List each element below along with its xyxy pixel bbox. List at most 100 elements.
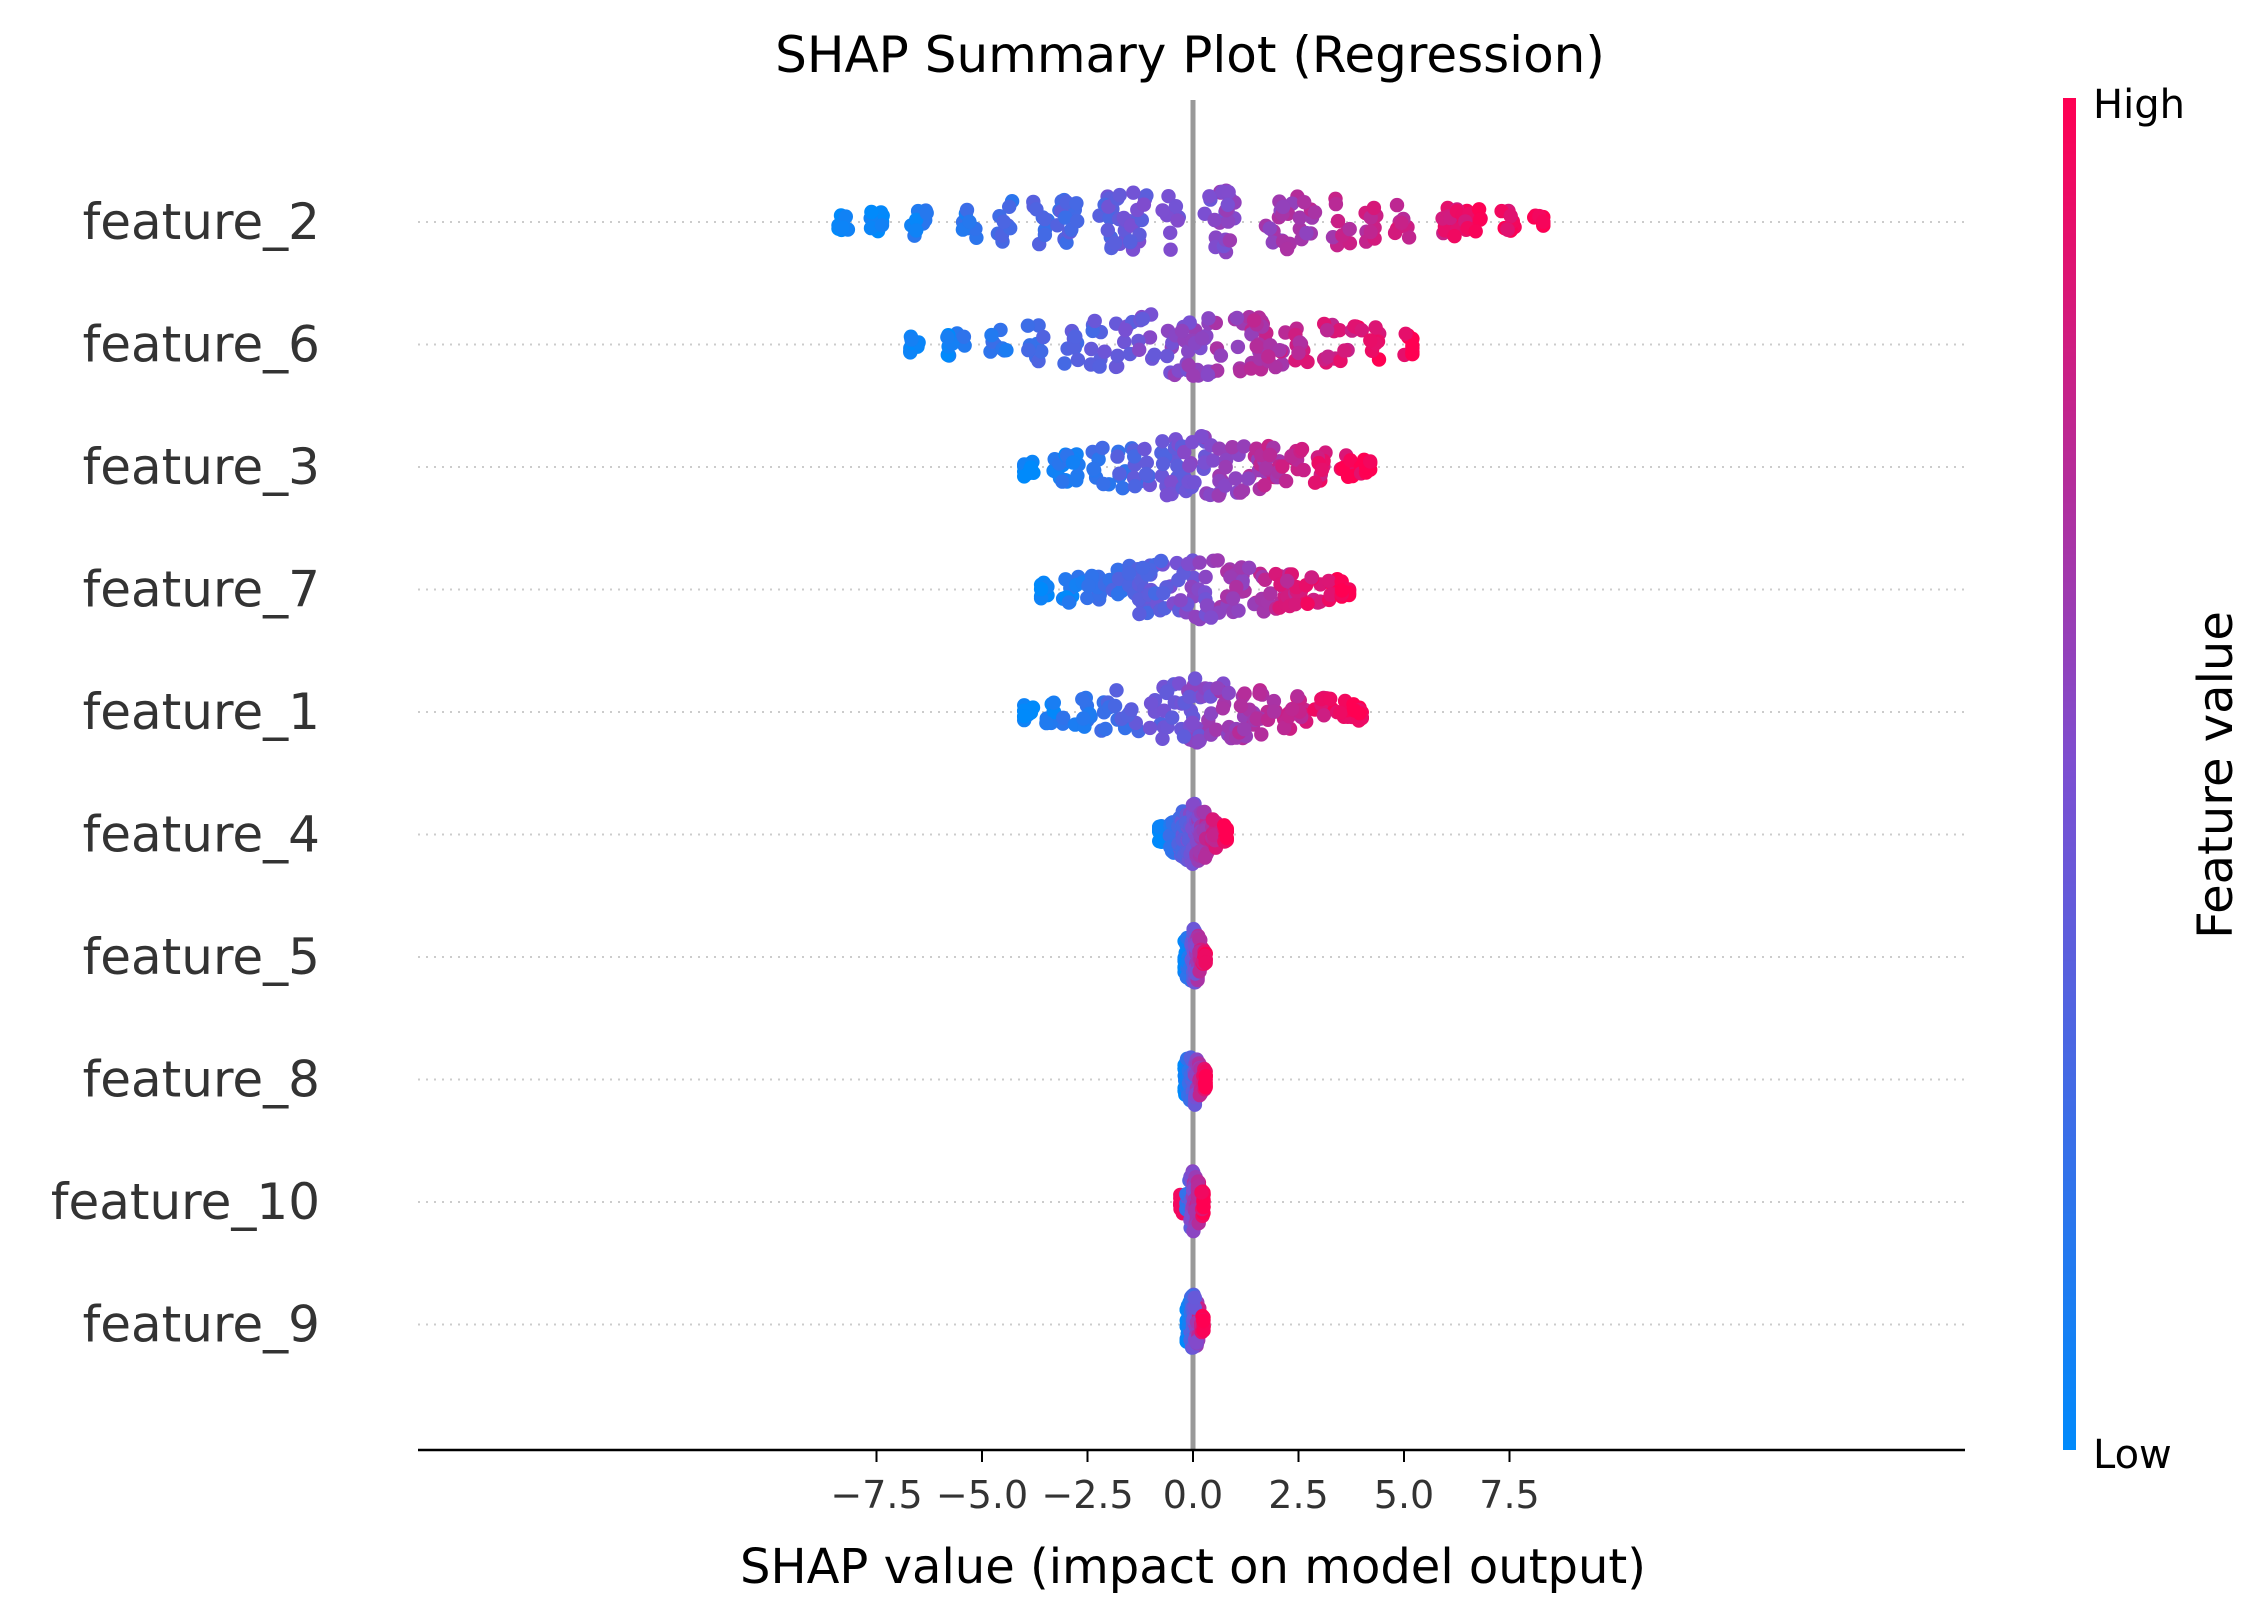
shap-point — [1332, 323, 1347, 338]
shap-point — [1037, 227, 1053, 243]
shap-point — [1363, 224, 1378, 240]
shap-point — [999, 343, 1014, 358]
shap-point — [1176, 729, 1192, 744]
shap-point — [1343, 453, 1358, 468]
shap-point — [1070, 213, 1085, 229]
shap-point — [1100, 223, 1116, 238]
shap-point — [1257, 572, 1273, 587]
shap-point — [1110, 348, 1125, 363]
shap-point — [1159, 488, 1175, 503]
shap-point — [1152, 819, 1167, 834]
shap-point — [1279, 241, 1295, 257]
shap-point — [1068, 329, 1083, 344]
chart-title: SHAP Summary Plot (Regression) — [775, 26, 1605, 84]
shap-point — [1230, 339, 1246, 355]
shap-point — [919, 205, 934, 221]
shap-point — [1503, 208, 1518, 224]
shap-point — [1058, 210, 1073, 225]
shap-point — [1231, 603, 1246, 618]
x-tick-label: −5.0 — [936, 1473, 1028, 1517]
shap-point — [1086, 461, 1101, 477]
shap-point — [1401, 230, 1417, 245]
shap-point — [1021, 342, 1036, 358]
shap-point — [1237, 722, 1252, 737]
shap-point — [1205, 812, 1221, 827]
shap-point — [1316, 708, 1332, 723]
shap-point — [1201, 311, 1216, 326]
shap-point — [1187, 475, 1202, 490]
shap-point — [1127, 449, 1142, 464]
shap-point — [1034, 344, 1049, 359]
shap-point — [1394, 215, 1409, 231]
shap-point — [1065, 455, 1081, 470]
shap-point — [1235, 483, 1251, 498]
shap-point — [1194, 1185, 1209, 1200]
shap-point — [1069, 196, 1084, 211]
shap-point — [1352, 706, 1367, 721]
feature-label: feature_4 — [83, 806, 320, 864]
shap-point — [1321, 573, 1336, 589]
colorbar-high-label: High — [2093, 82, 2185, 128]
shap-point — [962, 214, 977, 229]
shap-point — [1198, 1080, 1213, 1095]
shap-point — [1075, 692, 1090, 707]
shap-point — [909, 212, 924, 227]
shap-point — [909, 223, 924, 238]
beeswarm-points — [831, 183, 1551, 1355]
shap-point — [1472, 212, 1488, 227]
shap-point — [1217, 818, 1232, 833]
shap-point — [1241, 471, 1256, 486]
shap-point — [1249, 711, 1265, 726]
shap-point — [1126, 185, 1141, 200]
shap-point — [1237, 686, 1252, 701]
shap-point — [1389, 197, 1405, 213]
shap-point — [1181, 556, 1196, 571]
shap-point — [1206, 828, 1222, 843]
x-tick-label: −7.5 — [830, 1473, 922, 1517]
shap-point — [1447, 229, 1462, 244]
x-tick-label: 0.0 — [1163, 1473, 1223, 1517]
shap-point — [1218, 478, 1233, 493]
feature-label: feature_9 — [83, 1296, 320, 1354]
shap-point — [1187, 671, 1203, 686]
shap-point — [1132, 606, 1147, 622]
shap-point — [1076, 711, 1091, 726]
shap-point — [1098, 721, 1113, 737]
shap-point — [1275, 199, 1291, 215]
shap-point — [1020, 318, 1036, 333]
shap-point — [1170, 458, 1185, 474]
shap-point — [1265, 235, 1281, 250]
shap-point — [1070, 352, 1086, 368]
shap-point — [1213, 348, 1229, 363]
shap-point — [1159, 348, 1175, 364]
shap-point — [1210, 553, 1225, 568]
x-tick-label: −2.5 — [1041, 1473, 1133, 1517]
shap-point — [1196, 1313, 1211, 1329]
shap-point — [1221, 214, 1236, 229]
shap-point — [1337, 343, 1352, 358]
shap-point — [1263, 586, 1278, 601]
shap-point — [1026, 465, 1041, 480]
shap-point — [1186, 368, 1201, 383]
shap-point — [1300, 596, 1315, 611]
shap-point — [1368, 320, 1383, 335]
shap-point — [1254, 727, 1269, 742]
shap-point — [1147, 347, 1162, 362]
shap-point — [1110, 359, 1125, 374]
shap-point — [1398, 326, 1413, 341]
feature-label: feature_10 — [51, 1173, 320, 1231]
shap-point — [1112, 466, 1127, 481]
shap-point — [1268, 359, 1283, 375]
shap-point — [1288, 597, 1303, 612]
feature-label: feature_3 — [83, 438, 320, 496]
shap-point — [1153, 553, 1169, 569]
shap-point — [956, 329, 972, 344]
shap-point — [1366, 200, 1382, 216]
shap-point — [1192, 733, 1207, 749]
shap-point — [1110, 449, 1125, 464]
shap-point — [996, 214, 1011, 229]
shap-point — [1328, 196, 1344, 212]
feature-label: feature_5 — [83, 928, 320, 986]
shap-point — [1221, 185, 1236, 200]
